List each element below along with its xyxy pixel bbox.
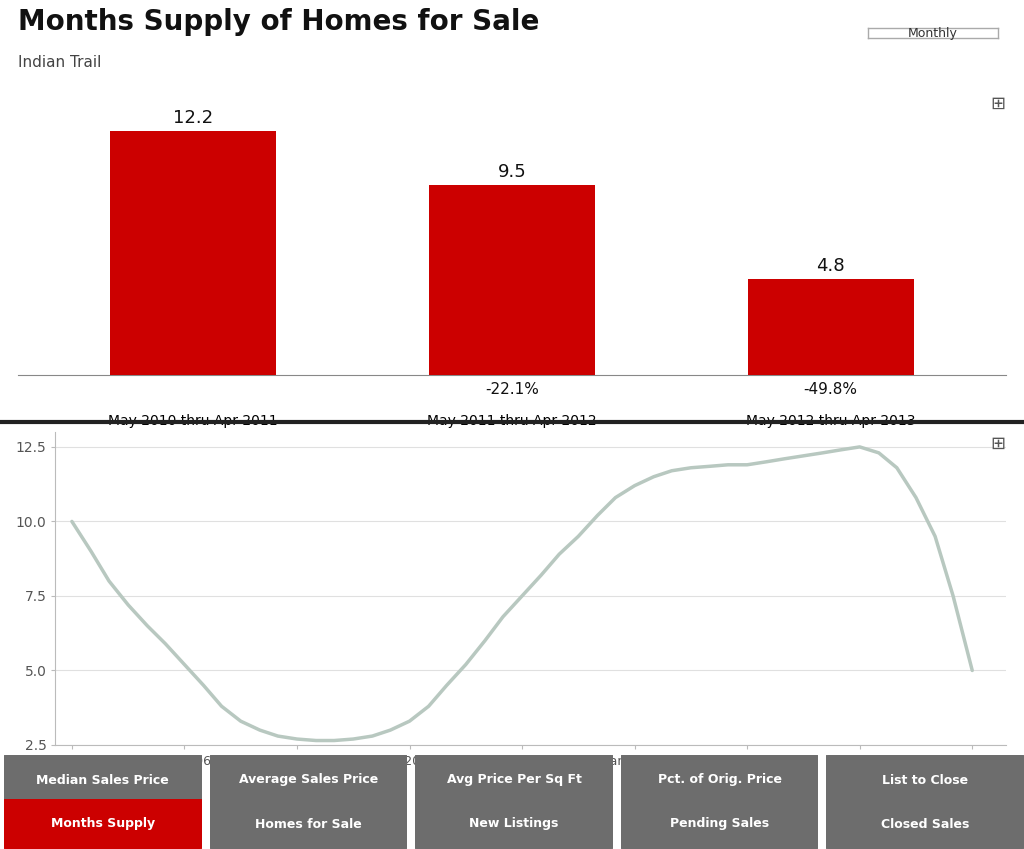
FancyBboxPatch shape: [0, 799, 210, 849]
FancyBboxPatch shape: [818, 799, 1024, 849]
FancyBboxPatch shape: [613, 799, 826, 849]
Text: 12.2: 12.2: [173, 109, 213, 127]
Text: Average Sales Price: Average Sales Price: [239, 773, 378, 786]
FancyBboxPatch shape: [0, 755, 210, 805]
Text: Monthly: Monthly: [908, 26, 957, 40]
FancyBboxPatch shape: [202, 755, 415, 805]
Text: -49.8%: -49.8%: [804, 381, 858, 396]
Text: 4.8: 4.8: [816, 257, 845, 275]
Bar: [748, 279, 913, 375]
FancyBboxPatch shape: [202, 799, 415, 849]
Text: Indian Trail: Indian Trail: [18, 55, 101, 70]
FancyBboxPatch shape: [818, 755, 1024, 805]
Text: ⊞: ⊞: [990, 95, 1005, 113]
Text: 9.5: 9.5: [498, 163, 526, 181]
Text: Months Supply of Homes for Sale: Months Supply of Homes for Sale: [18, 8, 540, 36]
FancyBboxPatch shape: [408, 799, 621, 849]
Text: Pending Sales: Pending Sales: [670, 818, 769, 830]
Text: 12 Months: 12 Months: [758, 26, 831, 40]
Bar: [429, 185, 595, 375]
Text: -22.1%: -22.1%: [485, 381, 539, 396]
Text: Pct. of Orig. Price: Pct. of Orig. Price: [657, 773, 781, 786]
Text: List to Close: List to Close: [882, 773, 969, 786]
Bar: [111, 131, 276, 375]
Text: Closed Sales: Closed Sales: [881, 818, 970, 830]
Text: Avg Price Per Sq Ft: Avg Price Per Sq Ft: [446, 773, 582, 786]
Text: Months Supply: Months Supply: [51, 818, 155, 830]
Text: Homes for Sale: Homes for Sale: [255, 818, 361, 830]
Text: ⊞: ⊞: [990, 435, 1005, 453]
FancyBboxPatch shape: [613, 755, 826, 805]
Text: New Listings: New Listings: [469, 818, 559, 830]
Text: Median Sales Price: Median Sales Price: [37, 773, 169, 786]
FancyBboxPatch shape: [408, 755, 621, 805]
